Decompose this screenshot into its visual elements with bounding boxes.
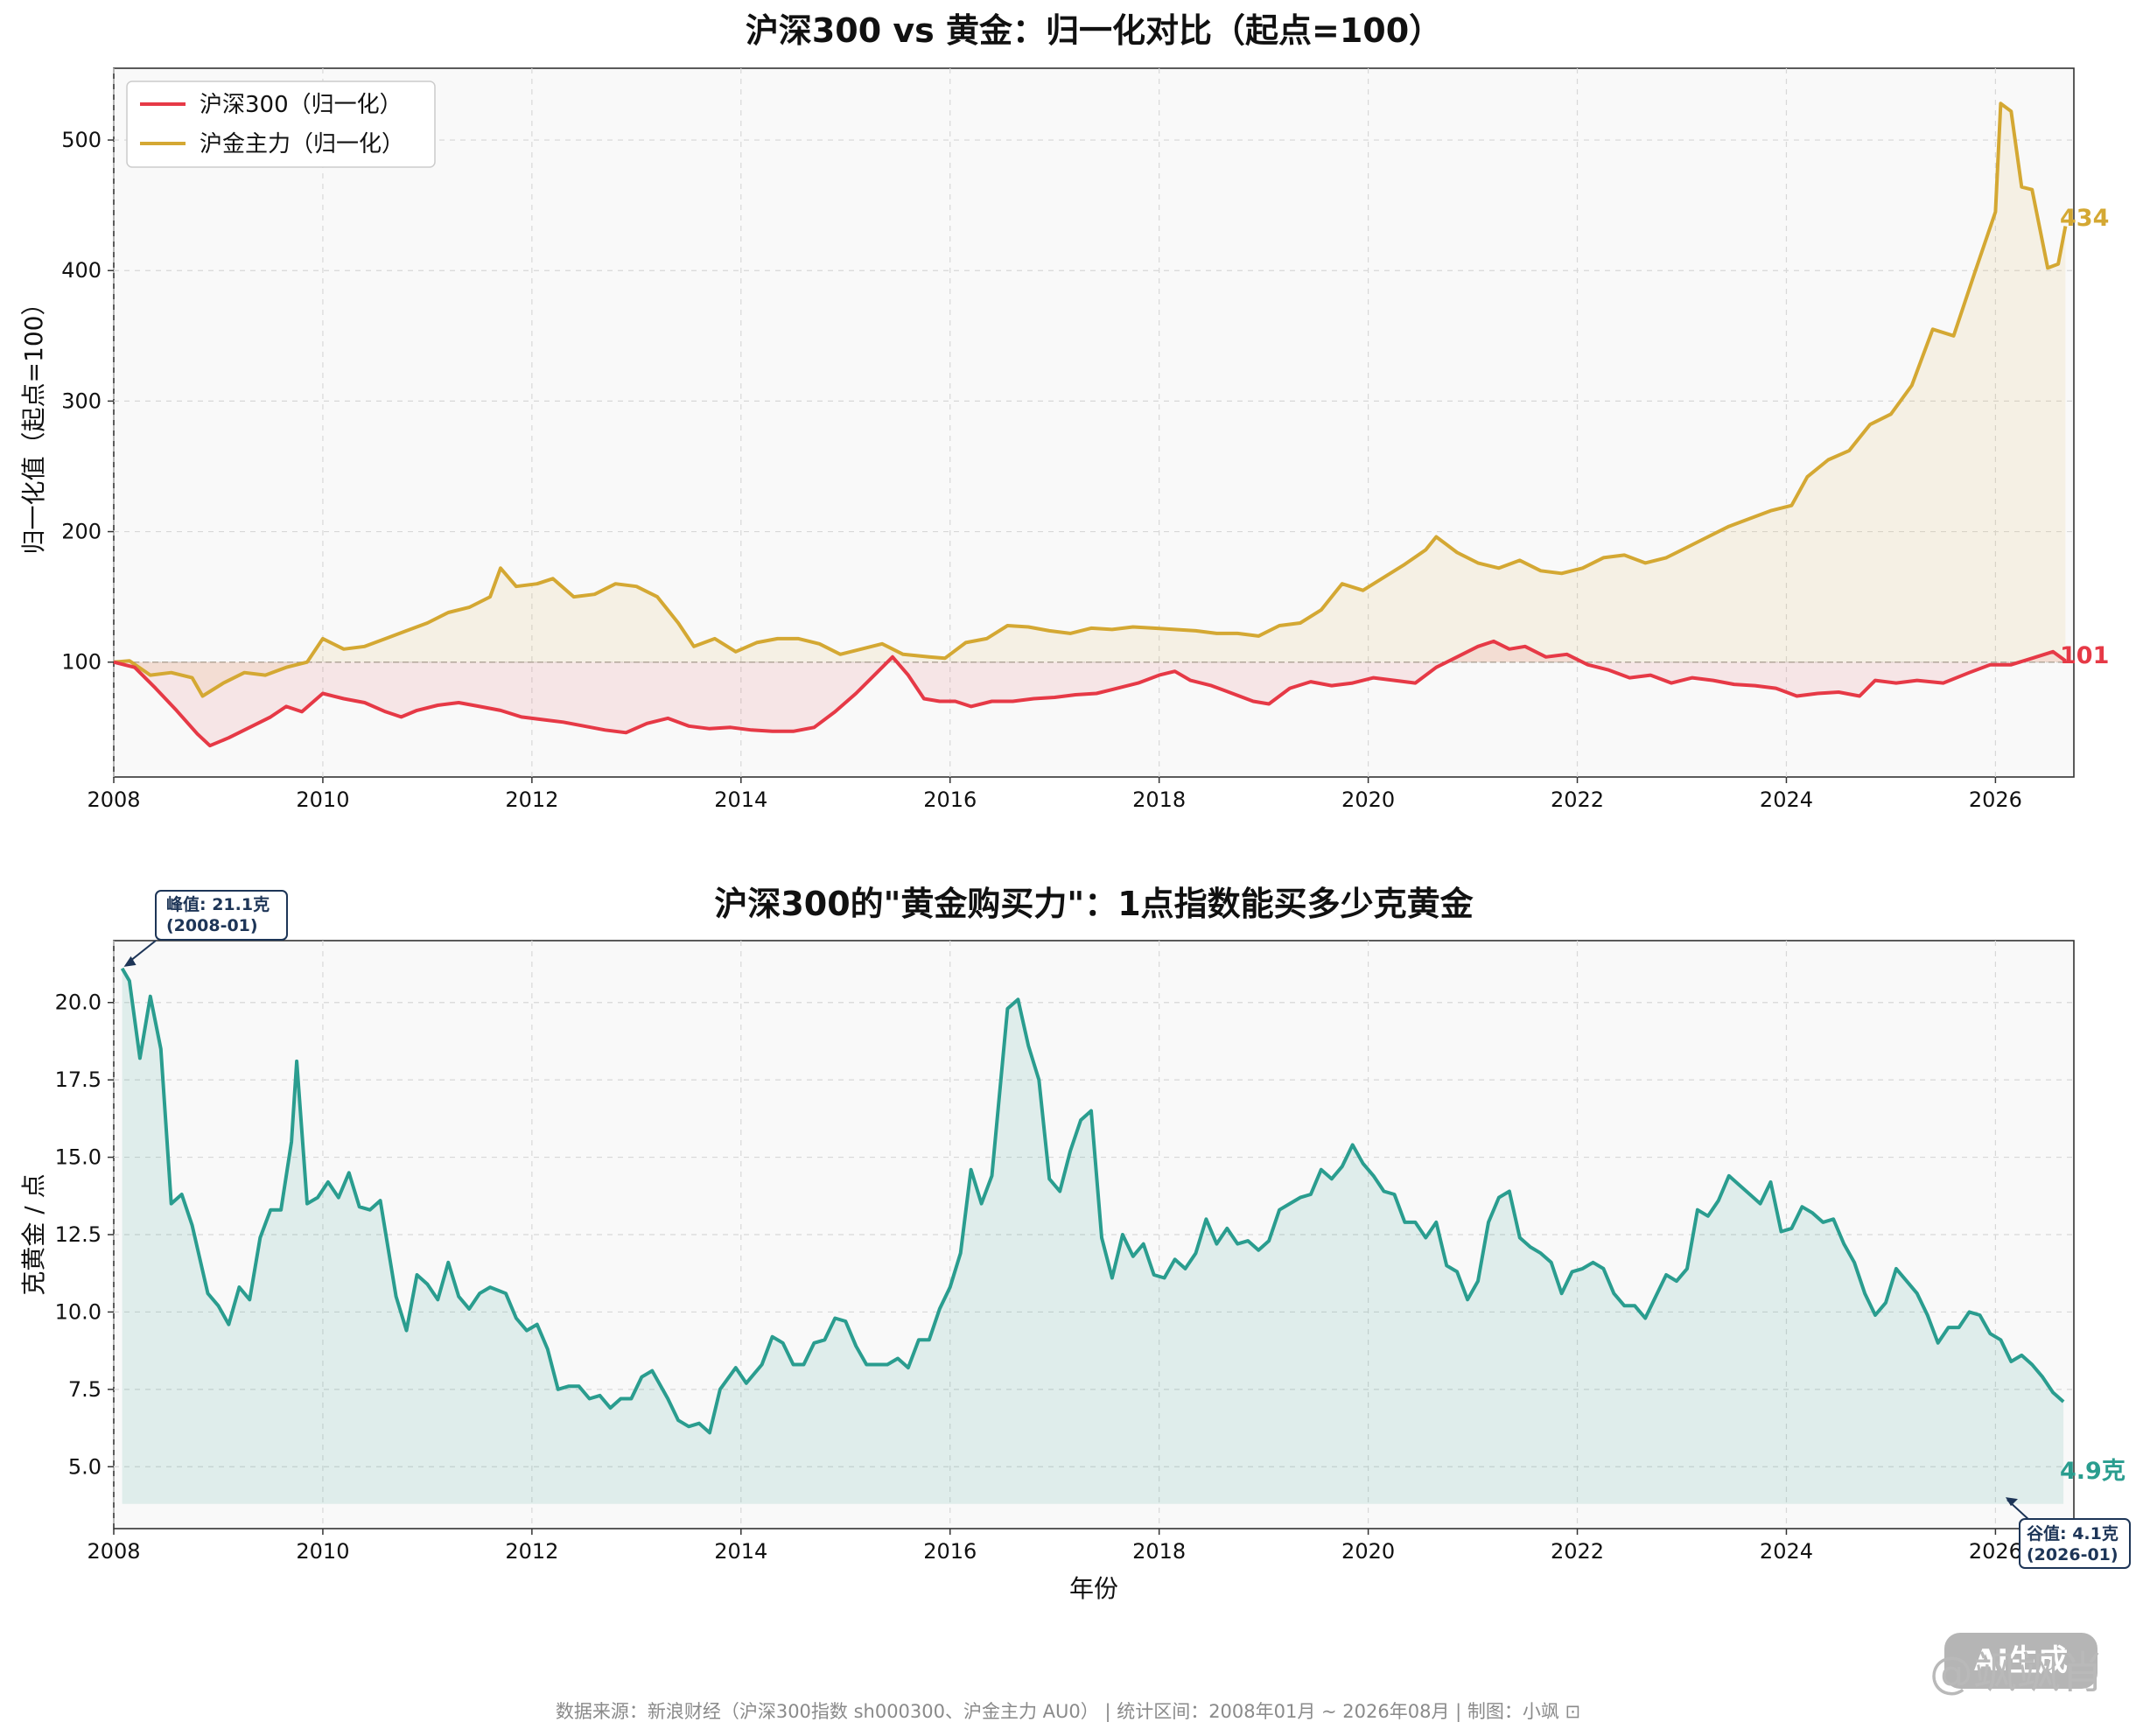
chart2-xtick-label-2012: 2012 — [505, 1539, 558, 1564]
chart1-series-lines — [113, 102, 2068, 748]
chart2-title: 沪深300的"黄金购买力"：1点指数能买多少克黄金 — [714, 885, 1474, 923]
chart1-ytick-label-400: 400 — [61, 258, 102, 283]
chart1-xtick-label-2026: 2026 — [1969, 788, 2022, 812]
chart1-xtick-label-2016: 2016 — [923, 788, 977, 812]
chart1-plot-area — [113, 67, 2075, 778]
chart2-fill-area — [122, 968, 2064, 1504]
chart2-series-line — [120, 967, 2065, 1435]
trough-annotation-text-1: 谷值: 4.1克 — [2027, 1523, 2118, 1544]
legend-label-gold: 沪金主力（归一化） — [200, 131, 404, 158]
chart2-xtick-label-2024: 2024 — [1760, 1539, 1813, 1564]
data-source-footer: 数据来源：新浪财经（沪深300指数 sh000300、沪金主力 AU0） | 统… — [555, 1701, 1581, 1722]
chart1-ytick-label-200: 200 — [61, 520, 102, 544]
ai-generated-badge: AI生成 — [1944, 1633, 2097, 1689]
chart1-xtick-label-2014: 2014 — [714, 788, 767, 812]
chart1-xtick-label-2020: 2020 — [1341, 788, 1395, 812]
purchasing-power-line — [120, 967, 2065, 1435]
trough-annotation-box — [2019, 1518, 2131, 1569]
chart2-ytick-label-5.0: 5.0 — [68, 1454, 102, 1479]
purchasing-power-fill — [122, 968, 2064, 1504]
trough-arrow-head — [2005, 1497, 2018, 1507]
chart1-ytick-label-100: 100 — [61, 650, 102, 675]
chart1-grid — [113, 68, 2074, 777]
chart2-xtick-label-2010: 2010 — [296, 1539, 349, 1564]
chart1-xtick-label-2024: 2024 — [1760, 788, 1813, 812]
chart1-xtick-label-2008: 2008 — [87, 788, 140, 812]
purchasing-power-end-label: 4.9克 — [2060, 1457, 2125, 1485]
chart1-xtick-label-2012: 2012 — [505, 788, 558, 812]
peak-annotation-text-2: (2008-01) — [166, 916, 258, 935]
csi300-end-label: 101 — [2060, 642, 2109, 669]
gold-series-line — [113, 102, 2068, 698]
chart2-xtick-label-2026: 2026 — [1969, 1539, 2022, 1564]
chart1-axes: 2008 2010 2012 2014 2016 2018 2020 2022 2024 2026… — [61, 128, 2022, 812]
chart2-ytick-label-20.0: 20.0 — [55, 990, 102, 1015]
chart2-axes: 2008 2010 2012 2014 2016 2018 2020 2022 2024 2026… — [55, 990, 2022, 1564]
chart1-xtick-label-2018: 2018 — [1132, 788, 1186, 812]
peak-annotation-box — [155, 890, 288, 941]
csi300-series-line — [113, 639, 2067, 748]
chart2-xtick-label-2016: 2016 — [923, 1539, 977, 1564]
chart2-xtick-label-2018: 2018 — [1132, 1539, 1186, 1564]
chart1-ytick-label-300: 300 — [61, 388, 102, 413]
peak-annotation-text-1: 峰值: 21.1克 — [166, 894, 270, 914]
chart1-legend: 沪深300（归一化） 沪金主力（归一化） — [126, 80, 436, 168]
chart2-xtick-label-2008: 2008 — [87, 1539, 140, 1564]
chart2-xtick-label-2022: 2022 — [1551, 1539, 1604, 1564]
chart2-ytick-label-15.0: 15.0 — [55, 1145, 102, 1170]
chart2-ytick-label-10.0: 10.0 — [55, 1299, 102, 1324]
chart1-ytick-label-500: 500 — [61, 128, 102, 152]
chart2-xtick-label-2020: 2020 — [1341, 1539, 1395, 1564]
chart1-xtick-label-2022: 2022 — [1551, 788, 1604, 812]
chart1-title: 沪深300 vs 黄金：归一化对比（起点=100） — [746, 11, 1442, 50]
gold-end-label: 434 — [2060, 205, 2109, 232]
weibo-watermark: @飒飒肖 — [1929, 1648, 2104, 1698]
legend-label-csi300: 沪深300（归一化） — [200, 92, 403, 118]
chart2-x-axis-label: 年份 — [1069, 1574, 1118, 1603]
normalized-comparison-chart: 沪深300 vs 黄金：归一化对比（起点=100） 2008 2010 2012 20… — [19, 11, 2109, 812]
gold-purchasing-power-chart: 沪深300的"黄金购买力"：1点指数能买多少克黄金 2008 2010 2012 20… — [19, 885, 2131, 1603]
chart2-ytick-label-7.5: 7.5 — [68, 1377, 102, 1402]
peak-arrow-head — [123, 956, 137, 967]
legend-box — [126, 80, 436, 168]
chart2-ytick-label-12.5: 12.5 — [55, 1222, 102, 1247]
chart2-xtick-label-2014: 2014 — [714, 1539, 767, 1564]
chart1-xtick-label-2010: 2010 — [296, 788, 349, 812]
chart2-y-axis-label: 克黄金 / 点 — [19, 1173, 48, 1295]
gold-fill-area — [114, 103, 2066, 696]
trough-annotation-text-2: (2026-01) — [2027, 1545, 2118, 1564]
chart2-annotations: 峰值: 21.1克 (2008-01) 谷值: 4.1克(2026-01) — [123, 890, 2131, 1569]
chart2-ytick-label-17.5: 17.5 — [55, 1068, 102, 1092]
chart1-y-axis-label: 归一化值（起点=100） — [19, 291, 48, 555]
